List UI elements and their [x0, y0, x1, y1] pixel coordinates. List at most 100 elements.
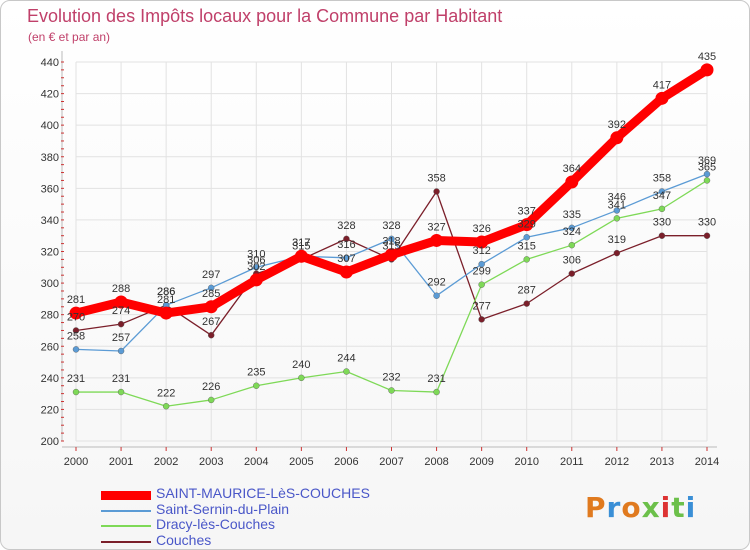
data-labels: 270 274 286 267 306 315 328 315 358 277 287 306 319 3…	[67, 51, 716, 399]
data-label: 285	[202, 288, 220, 300]
y-tick-label: 300	[41, 278, 59, 290]
data-label: 330	[653, 217, 671, 229]
data-label: 329	[518, 218, 536, 230]
data-point	[114, 295, 128, 309]
x-tick-label: 2011	[560, 456, 584, 468]
data-point	[613, 215, 621, 222]
data-point	[294, 249, 308, 263]
data-label: 292	[427, 277, 445, 289]
data-label: 435	[698, 51, 716, 63]
data-point	[385, 248, 398, 262]
data-point	[655, 91, 669, 105]
data-label: 231	[427, 373, 445, 385]
x-tick-label: 2010	[514, 456, 538, 468]
data-point	[610, 131, 624, 145]
data-label: 231	[67, 373, 85, 385]
x-tick-label: 2012	[605, 456, 629, 468]
data-point	[159, 306, 173, 320]
data-label: 335	[563, 209, 581, 221]
data-point	[523, 300, 530, 307]
data-point	[613, 249, 621, 257]
legend-label: Saint-Sernin-du-Plain	[156, 501, 290, 517]
data-point	[475, 235, 489, 249]
data-label: 306	[563, 255, 581, 267]
data-label: 330	[698, 217, 716, 229]
proxiti-logo: Proxiti	[585, 491, 697, 524]
data-point	[703, 232, 711, 239]
data-label: 327	[427, 221, 445, 233]
data-label: 288	[112, 283, 130, 295]
x-tick-label: 2013	[650, 456, 674, 468]
legend-label: Couches	[156, 532, 212, 548]
data-point	[433, 388, 440, 396]
data-label: 307	[337, 253, 355, 265]
x-tick-label: 2000	[64, 456, 88, 468]
data-point	[703, 177, 711, 184]
data-label: 326	[472, 223, 490, 235]
data-label: 270	[67, 311, 85, 323]
data-point	[565, 175, 579, 189]
data-point	[298, 374, 305, 382]
data-point	[253, 382, 260, 389]
data-label: 328	[382, 220, 400, 232]
data-label: 337	[518, 206, 536, 218]
axes	[61, 51, 717, 451]
data-label: 317	[292, 237, 310, 249]
data-point	[568, 270, 575, 277]
data-point	[658, 188, 666, 195]
data-label: 369	[698, 155, 716, 167]
y-tick-label: 340	[41, 215, 59, 227]
data-label: 358	[427, 172, 445, 184]
data-label: 365	[698, 161, 716, 173]
data-point	[253, 264, 260, 271]
data-label: 341	[608, 199, 626, 211]
data-point	[72, 346, 80, 353]
y-tick-label: 200	[41, 436, 59, 448]
data-label: 306	[247, 255, 265, 267]
data-point	[520, 218, 534, 232]
data-point	[700, 63, 714, 77]
data-label: 317	[292, 237, 310, 249]
y-tick-label: 220	[41, 404, 59, 416]
data-label: 417	[653, 79, 671, 91]
data-label: 392	[608, 119, 626, 131]
chart-subtitle: (en € et par an)	[28, 30, 111, 44]
data-point	[658, 205, 666, 213]
data-label: 267	[202, 316, 220, 328]
y-tick-label: 380	[41, 152, 59, 164]
data-label: 315	[292, 240, 310, 252]
x-tick-label: 2008	[424, 456, 448, 468]
data-label: 312	[472, 245, 490, 257]
y-tick-label: 440	[41, 57, 59, 69]
legend-swatch	[101, 541, 151, 543]
x-tick-label: 2004	[244, 456, 268, 468]
data-label: 302	[247, 261, 265, 273]
data-label: 318	[382, 236, 400, 248]
data-label: 358	[653, 172, 671, 184]
data-label: 319	[608, 234, 626, 246]
data-point	[568, 241, 575, 249]
legend-swatch	[101, 510, 151, 512]
tick-labels: 200 220 240 260 280 300 320 340 360 380 400 420 440 2…	[41, 57, 720, 468]
data-label: 310	[247, 248, 265, 260]
x-tick-label: 2014	[695, 456, 719, 468]
data-label: 315	[382, 240, 400, 252]
legend-label: Dracy-lès-Couches	[156, 516, 276, 532]
series-layer	[69, 63, 714, 410]
data-label: 347	[653, 190, 671, 202]
data-label: 287	[518, 285, 536, 297]
chart-title: Evolution des Impôts locaux pour la Comm…	[27, 6, 503, 26]
data-point	[69, 306, 83, 320]
data-label: 277	[472, 300, 490, 312]
data-point	[117, 347, 125, 355]
data-point	[523, 256, 530, 263]
x-tick-label: 2001	[109, 456, 133, 468]
y-tick-label: 400	[41, 120, 59, 132]
y-tick-label: 420	[41, 89, 59, 101]
y-tick-label: 260	[41, 341, 59, 353]
data-point	[658, 232, 666, 239]
data-point	[117, 320, 125, 328]
data-label: 257	[112, 332, 130, 344]
data-point	[478, 281, 485, 288]
